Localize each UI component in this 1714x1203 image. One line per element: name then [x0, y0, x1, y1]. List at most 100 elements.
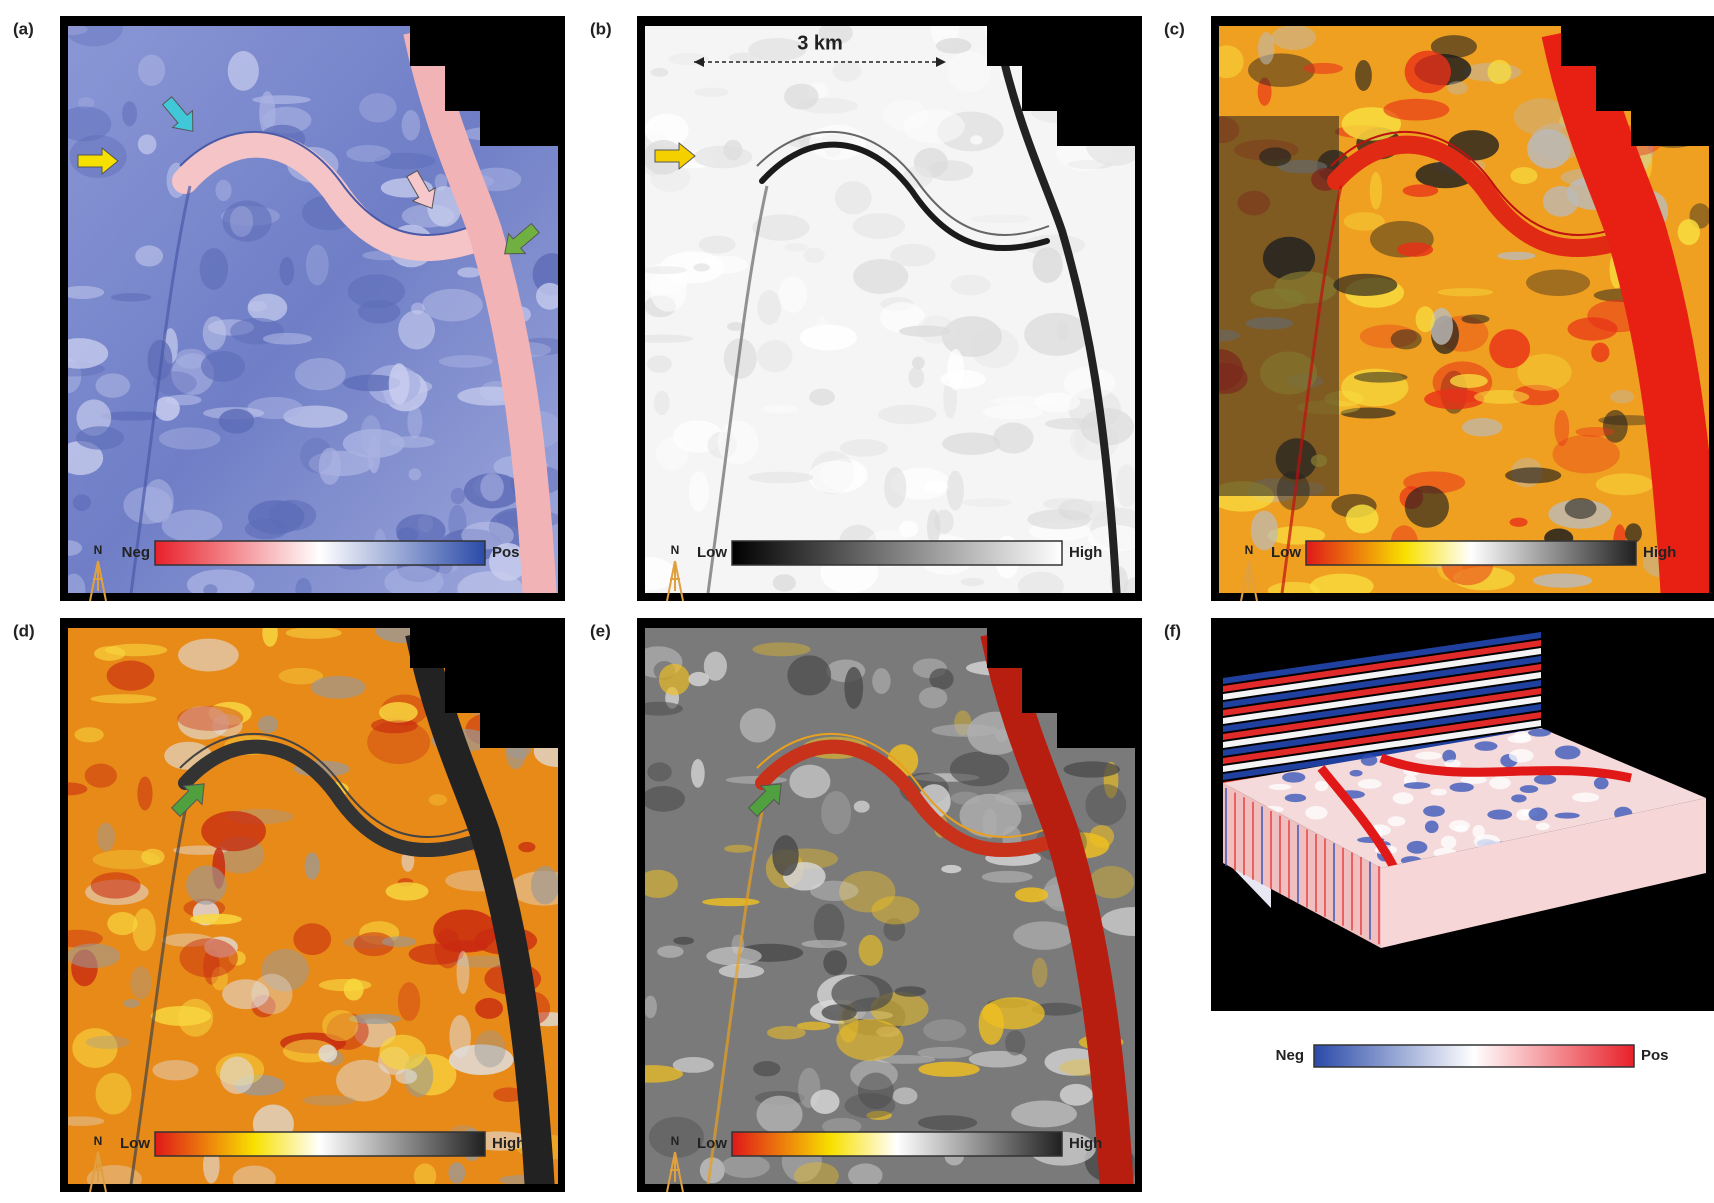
texture-patch	[673, 1057, 714, 1073]
texture-patch	[200, 248, 229, 290]
texture-patch	[361, 415, 382, 455]
texture-patch	[429, 794, 447, 805]
texture-patch	[1474, 741, 1497, 751]
texture-patch	[1513, 731, 1530, 741]
texture-patch	[853, 259, 908, 294]
texture-patch	[853, 213, 905, 239]
texture-patch	[402, 110, 421, 141]
texture-patch	[919, 687, 948, 708]
texture-patch	[1591, 343, 1609, 363]
texture-patch	[151, 1006, 211, 1026]
texture-patch	[395, 1069, 417, 1084]
texture-patch	[107, 661, 155, 691]
texture-patch	[1282, 772, 1305, 783]
texture-patch	[91, 872, 141, 898]
texture-patch	[941, 865, 961, 873]
texture-patch	[1489, 329, 1530, 368]
texture-patch	[1416, 306, 1435, 332]
texture-patch	[918, 1115, 977, 1130]
texture-patch	[924, 481, 947, 493]
texture-patch	[177, 706, 243, 731]
texture-patch	[642, 266, 687, 274]
texture-patch	[137, 776, 152, 810]
texture-patch	[73, 494, 91, 511]
texture-patch	[1474, 390, 1529, 404]
texture-patch	[336, 1060, 391, 1102]
texture-patch	[789, 765, 830, 799]
texture-patch	[872, 896, 920, 924]
texture-patch	[1403, 184, 1439, 197]
texture-patch	[918, 1062, 979, 1077]
texture-patch	[704, 652, 727, 681]
texture-patch	[91, 694, 157, 703]
texture-patch	[706, 947, 761, 966]
scale-bar-label: 3 km	[797, 32, 843, 54]
texture-patch	[293, 923, 331, 955]
colorbar-max-label: High	[1069, 544, 1102, 561]
texture-patch	[51, 782, 88, 795]
texture-patch	[785, 243, 808, 251]
colorbar	[732, 1132, 1062, 1156]
texture-patch	[280, 257, 295, 285]
texture-patch	[258, 716, 278, 734]
texture-patch	[761, 405, 799, 413]
texture-patch	[756, 1096, 802, 1134]
texture-patch	[702, 898, 759, 906]
texture-patch	[152, 1060, 198, 1080]
texture-patch	[970, 135, 982, 144]
texture-patch	[1603, 410, 1628, 443]
texture-patch	[409, 468, 422, 480]
texture-patch	[1505, 467, 1561, 483]
texture-patch	[752, 642, 810, 656]
texture-patch	[95, 373, 130, 397]
texture-patch	[1572, 793, 1599, 803]
texture-patch	[319, 979, 372, 991]
texture-patch	[318, 1045, 337, 1063]
texture-patch	[1526, 269, 1590, 295]
colorbar	[1314, 1045, 1634, 1067]
texture-patch	[162, 510, 223, 542]
texture-patch	[1510, 518, 1528, 527]
texture-patch	[322, 1010, 358, 1041]
texture-patch	[66, 944, 120, 968]
texture-patch	[159, 427, 220, 449]
texture-patch	[1462, 314, 1490, 323]
panel: LowHighN	[1195, 16, 1714, 601]
texture-patch	[346, 145, 391, 162]
texture-patch	[215, 180, 231, 201]
colorbar-max-label: High	[1643, 544, 1676, 561]
texture-patch	[1462, 418, 1503, 436]
texture-patch	[932, 724, 999, 737]
texture-patch	[1450, 783, 1474, 792]
texture-patch	[1015, 887, 1048, 902]
texture-patch	[123, 999, 140, 1008]
texture-patch	[439, 355, 493, 368]
texture-patch	[1444, 759, 1461, 768]
colorbar	[155, 1132, 485, 1156]
texture-patch	[1027, 509, 1091, 529]
texture-patch	[800, 325, 857, 351]
texture-patch	[51, 338, 108, 369]
texture-patch	[154, 396, 180, 420]
texture-patch	[962, 498, 1011, 507]
texture-patch	[130, 966, 151, 999]
texture-patch	[979, 1003, 1004, 1045]
texture-patch	[694, 263, 710, 271]
texture-patch	[619, 557, 675, 591]
texture-patch	[899, 325, 951, 336]
texture-patch	[859, 935, 883, 966]
texture-patch	[894, 986, 926, 996]
colorbar	[732, 541, 1062, 565]
texture-patch	[143, 479, 174, 523]
panel: LowHighN3 km	[619, 9, 1148, 601]
texture-patch	[718, 421, 759, 465]
texture-patch	[1116, 464, 1138, 507]
texture-patch	[927, 509, 940, 544]
texture-patch	[982, 871, 1033, 883]
texture-patch	[1085, 784, 1126, 825]
texture-patch	[203, 316, 226, 350]
texture-patch	[642, 786, 685, 812]
texture-patch	[831, 975, 892, 1012]
texture-patch	[76, 426, 124, 450]
texture-patch	[748, 472, 813, 484]
